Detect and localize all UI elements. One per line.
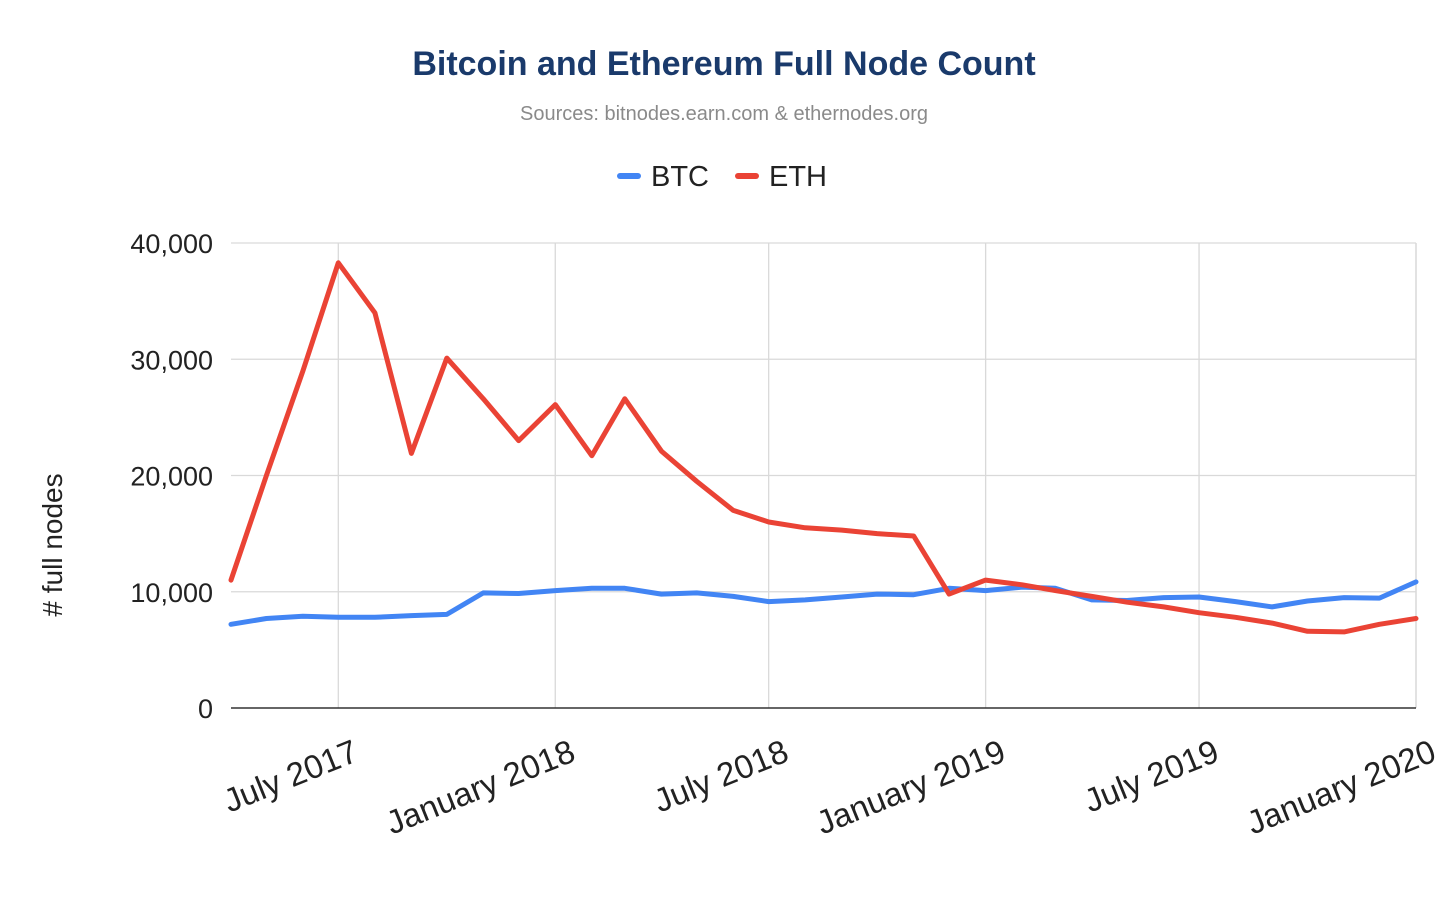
x-tick-label: January 2019 — [811, 732, 1010, 841]
x-tick-label: January 2018 — [381, 732, 580, 841]
x-tick-label: July 2017 — [218, 732, 363, 819]
y-axis-label: # full nodes — [37, 473, 68, 616]
x-tick-label: January 2020 — [1241, 732, 1440, 841]
legend-label-eth: ETH — [769, 161, 827, 193]
y-tick-label: 20,000 — [130, 462, 213, 492]
series-line-eth — [228, 260, 1419, 635]
legend: BTC ETH — [617, 161, 827, 193]
legend-label-btc: BTC — [651, 161, 709, 193]
series-lines — [228, 260, 1419, 635]
chart-title: Bitcoin and Ethereum Full Node Count — [412, 45, 1035, 83]
y-axis-ticks: 0 10,000 20,000 30,000 40,000 — [130, 229, 213, 724]
y-tick-label: 0 — [198, 694, 213, 724]
y-tick-label: 30,000 — [130, 345, 213, 375]
x-tick-label: July 2019 — [1079, 732, 1224, 819]
legend-item-eth: ETH — [735, 161, 827, 193]
x-axis-ticks: July 2017 January 2018 July 2018 January 20… — [218, 732, 1441, 841]
y-tick-label: 40,000 — [130, 229, 213, 259]
y-tick-label: 10,000 — [130, 578, 213, 608]
legend-item-btc: BTC — [617, 161, 709, 193]
series-line-btc — [228, 579, 1419, 627]
gridlines — [231, 242, 1417, 709]
x-tick-label: July 2018 — [648, 732, 793, 819]
chart-subtitle: Sources: bitnodes.earn.com & ethernodes.… — [520, 103, 928, 125]
